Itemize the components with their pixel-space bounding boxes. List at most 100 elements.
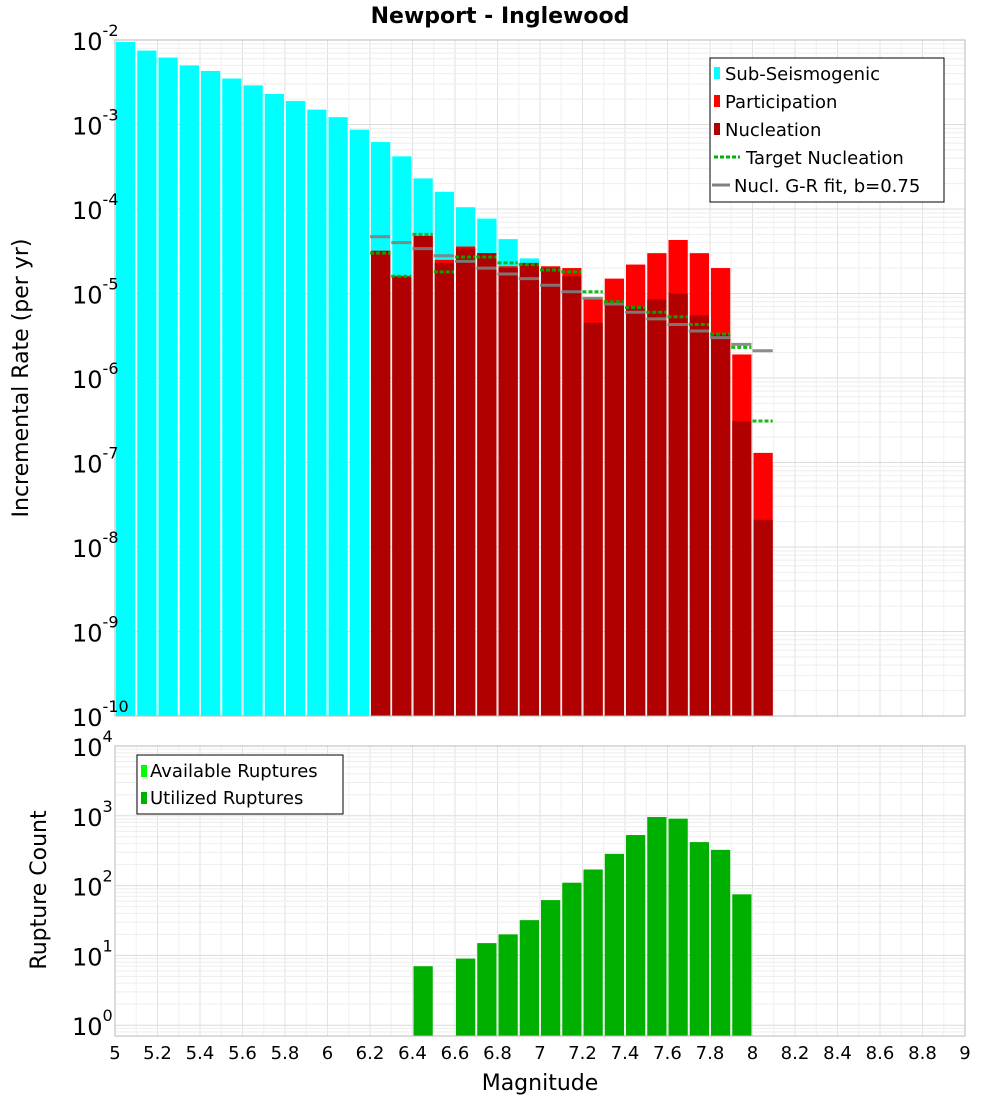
x-tick-label: 8.2 [781, 1043, 810, 1064]
bar-utilized-ruptures [732, 894, 752, 1036]
bar-sub-seismogenic [158, 57, 178, 716]
x-tick-label: 5.8 [271, 1043, 300, 1064]
x-tick-label: 5 [109, 1043, 120, 1064]
x-axis-ticks: 5 5.2 5.4 5.6 5.8 6 6.2 6.4 6.6 6.8 7 7.2 7.4 7.6 7.8 8… [109, 1043, 970, 1064]
bar-nucleation [456, 248, 476, 716]
bottom-y-tick-label: 101 [72, 936, 113, 971]
bar-sub-seismogenic [349, 129, 369, 717]
legend-label-utilized-ruptures: Utilized Ruptures [150, 788, 303, 809]
bar-nucleation [626, 306, 646, 716]
x-tick-label: 7.4 [611, 1043, 640, 1064]
bar-nucleation [583, 322, 603, 716]
bar-nucleation [604, 301, 624, 716]
x-tick-label: 8 [747, 1043, 758, 1064]
bar-utilized-ruptures [413, 966, 433, 1036]
x-tick-label: 7 [534, 1043, 545, 1064]
bar-sub-seismogenic [243, 85, 263, 716]
top-y-axis-label: Incremental Rate (per yr) [9, 239, 34, 518]
legend-label-target-nucleation: Target Nucleation [745, 148, 904, 169]
legend-swatch-utilized-ruptures [141, 792, 147, 804]
top-legend: Sub-Seismogenic Participation Nucleation… [709, 57, 945, 203]
bar-utilized-ruptures [456, 958, 476, 1036]
legend-swatch-sub-seismogenic [714, 67, 720, 79]
bar-nucleation [753, 519, 773, 716]
top-plot-frame [114, 39, 966, 717]
bottom-legend-box [136, 754, 344, 815]
bar-utilized-ruptures [689, 842, 709, 1036]
bar-nucleation [477, 253, 497, 716]
bar-utilized-ruptures [519, 920, 539, 1036]
bar-utilized-ruptures [668, 818, 688, 1036]
bar-nucleation [392, 276, 412, 716]
x-axis-label: Magnitude [482, 1071, 599, 1096]
chart-title: Newport - Inglewood [371, 4, 630, 29]
bottom-y-axis-ticks: 100 101 102 103 104 [72, 727, 113, 1041]
bar-nucleation [519, 262, 539, 716]
x-tick-label: 8.6 [866, 1043, 895, 1064]
bar-nucleation [562, 276, 582, 716]
top-y-tick-label: 10-9 [72, 613, 119, 648]
bar-sub-seismogenic [264, 93, 284, 716]
legend-label-nucleation: Nucleation [725, 120, 821, 141]
bar-sub-seismogenic [179, 65, 199, 717]
x-tick-label: 6.8 [483, 1043, 512, 1064]
top-y-tick-label: 10-6 [72, 359, 119, 394]
bar-nucleation [541, 268, 561, 716]
legend-swatch-participation [714, 95, 720, 107]
bar-utilized-ruptures [477, 943, 497, 1036]
bar-sub-seismogenic [222, 78, 242, 717]
bar-sub-seismogenic [307, 109, 327, 716]
bar-sub-seismogenic [201, 70, 221, 716]
top-y-tick-label: 10-4 [72, 190, 119, 225]
bar-utilized-ruptures [711, 849, 731, 1036]
legend-label-gr-fit: Nucl. G-R fit, b=0.75 [734, 176, 920, 197]
bar-nucleation [647, 299, 667, 716]
bottom-plot-bars [413, 817, 752, 1036]
top-legend-box [709, 57, 945, 203]
legend-label-available-ruptures: Available Ruptures [150, 761, 318, 782]
x-tick-label: 5.4 [186, 1043, 215, 1064]
top-y-tick-label: 10-8 [72, 528, 119, 563]
bar-utilized-ruptures [498, 934, 518, 1036]
bar-sub-seismogenic [116, 41, 136, 717]
top-y-tick-label: 10-10 [72, 697, 129, 732]
x-tick-label: 8.4 [823, 1043, 852, 1064]
bar-nucleation [689, 315, 709, 716]
bar-sub-seismogenic [137, 50, 157, 717]
x-tick-label: 7.8 [696, 1043, 725, 1064]
top-y-tick-label: 10-7 [72, 444, 119, 479]
bottom-y-tick-label: 100 [72, 1006, 113, 1041]
bar-nucleation [413, 235, 433, 716]
bar-nucleation [434, 262, 454, 716]
x-tick-label: 7.6 [653, 1043, 682, 1064]
bar-utilized-ruptures [562, 882, 582, 1036]
legend-swatch-available-ruptures [141, 765, 147, 777]
x-tick-label: 5.2 [143, 1043, 172, 1064]
x-tick-label: 6 [322, 1043, 333, 1064]
x-tick-label: 6.6 [441, 1043, 470, 1064]
top-y-tick-label: 10-2 [72, 21, 119, 56]
bar-utilized-ruptures [626, 835, 646, 1036]
bar-nucleation [711, 334, 731, 716]
x-tick-label: 8.8 [908, 1043, 937, 1064]
bar-utilized-ruptures [604, 853, 624, 1036]
bar-sub-seismogenic [286, 100, 306, 717]
bar-utilized-ruptures [541, 900, 561, 1036]
bar-nucleation [732, 420, 752, 716]
bar-nucleation [498, 268, 518, 716]
bar-nucleation [668, 293, 688, 716]
top-plot-bars [116, 41, 773, 717]
x-tick-label: 6.2 [356, 1043, 385, 1064]
bar-nucleation [371, 250, 391, 716]
bar-utilized-ruptures [583, 869, 603, 1036]
bottom-y-tick-label: 103 [72, 797, 113, 832]
x-tick-label: 9 [959, 1043, 970, 1064]
top-y-tick-label: 10-5 [72, 275, 119, 310]
x-tick-label: 5.6 [228, 1043, 257, 1064]
legend-label-participation: Participation [725, 92, 837, 113]
bottom-y-axis-label: Rupture Count [27, 810, 52, 970]
legend-swatch-nucleation [714, 123, 720, 135]
bar-sub-seismogenic [328, 117, 348, 717]
top-plot-fit-lines [370, 232, 773, 423]
